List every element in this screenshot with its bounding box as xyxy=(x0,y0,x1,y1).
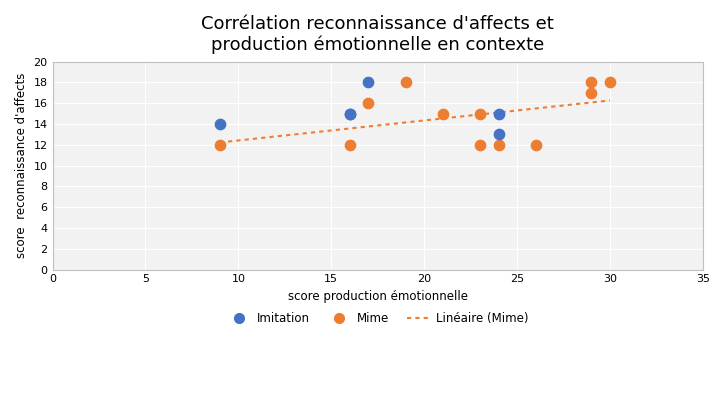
Mime xyxy=(474,141,486,148)
Mime xyxy=(604,79,616,86)
Linéaire (Mime) xyxy=(215,140,224,145)
Mime xyxy=(474,110,486,117)
Linéaire (Mime) xyxy=(416,118,425,123)
X-axis label: score production émotionnelle: score production émotionnelle xyxy=(288,290,468,303)
Legend: Imitation, Mime, Linéaire (Mime): Imitation, Mime, Linéaire (Mime) xyxy=(222,308,534,330)
Mime xyxy=(586,89,597,96)
Imitation xyxy=(493,110,505,117)
Y-axis label: score  reconnaissance d'affects: score reconnaissance d'affects xyxy=(15,73,28,258)
Mime xyxy=(400,79,412,86)
Imitation xyxy=(214,121,225,127)
Linéaire (Mime) xyxy=(306,130,315,135)
Imitation xyxy=(344,110,356,117)
Mime xyxy=(214,141,225,148)
Mime xyxy=(437,110,449,117)
Mime xyxy=(362,100,374,106)
Linéaire (Mime) xyxy=(448,115,457,120)
Line: Linéaire (Mime): Linéaire (Mime) xyxy=(220,101,610,143)
Linéaire (Mime) xyxy=(586,100,594,105)
Imitation xyxy=(493,131,505,137)
Mime xyxy=(344,141,356,148)
Linéaire (Mime) xyxy=(605,98,614,103)
Imitation xyxy=(362,79,374,86)
Linéaire (Mime) xyxy=(290,132,299,137)
Title: Corrélation reconnaissance d'affects et
production émotionnelle en contexte: Corrélation reconnaissance d'affects et … xyxy=(202,15,554,54)
Mime xyxy=(530,141,542,148)
Imitation xyxy=(344,110,356,117)
Mime xyxy=(586,79,597,86)
Linéaire (Mime) xyxy=(574,101,583,106)
Mime xyxy=(493,141,505,148)
